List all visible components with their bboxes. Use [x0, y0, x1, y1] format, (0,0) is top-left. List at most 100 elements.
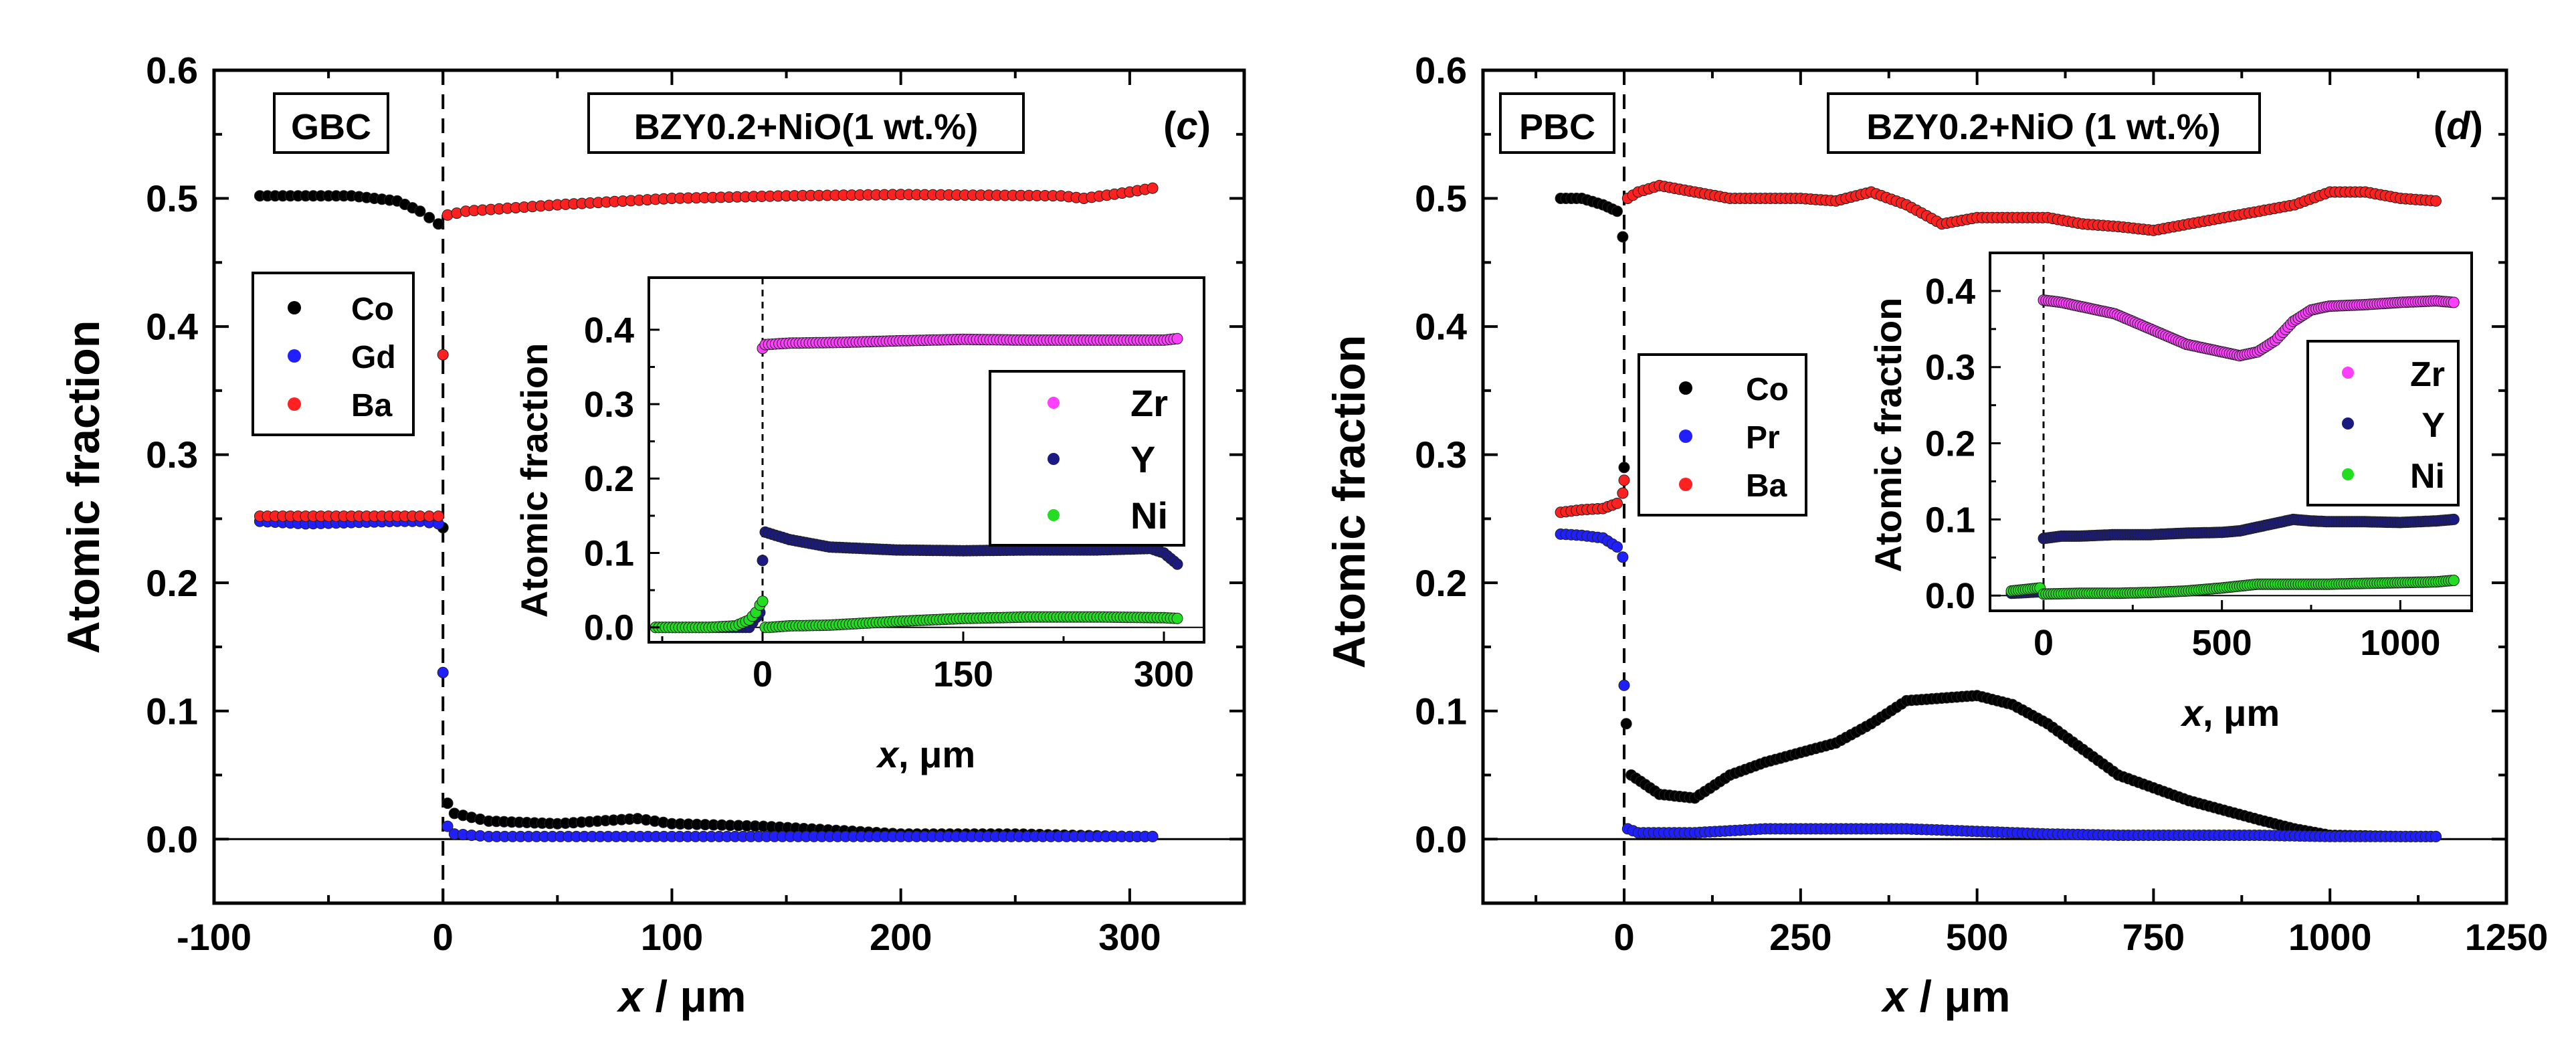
panel-c-legend-label-co: Co [351, 292, 394, 327]
panel-c-inset-y-tick-label: 0.2 [584, 459, 634, 499]
panel-c-inset-legend-label-y: Y [1130, 438, 1155, 480]
panel-c-main-axes: -100 0 100 200 300 0.0 0.1 0.2 0.3 0.4 0.5 0.6 [146, 50, 1244, 958]
panel-d-inset-series-zr-point-161 [2448, 296, 2460, 308]
panel-d-inset-frame [1989, 252, 2473, 612]
panel-c-y-axis-label: Atomic fraction [58, 320, 109, 654]
panel-d-y-tick-label: 0.4 [1415, 306, 1467, 348]
panel-c-x-axis-unit: / μm [643, 971, 746, 1021]
panel-d-legend-marker-ba [1679, 478, 1692, 491]
panel-d-series-co-point-13 [1618, 462, 1630, 474]
panel-d-series-co-point-12 [1617, 231, 1629, 243]
panel-d-legend-label-ba: Ba [1746, 468, 1787, 504]
panel-d-main-axes: 0 250 500 750 1000 1250 0.0 0.1 0.2 0.3 0.4 0.5 0.6 [1415, 50, 2548, 958]
panel-c-x-tick-label: 0 [433, 916, 454, 958]
panel-d-y-tick-label: 0.5 [1415, 177, 1467, 219]
panel-c-y-tick-label: 0.0 [146, 818, 198, 860]
panel-c-inset-legend-label-zr: Zr [1130, 382, 1168, 424]
panel-c-inset-legend-marker-ni [1048, 509, 1060, 521]
panel-c-inset-y-tick-label: 0.3 [584, 385, 634, 425]
panel-c-series-co-point-25 [441, 797, 454, 810]
panel-c-inset-series-ni-point-32 [757, 595, 769, 607]
panel-c-inset-y-tick-label: 0.4 [584, 310, 634, 351]
panel-c-legend-marker-ba [288, 397, 301, 411]
panel-d-inset-legend-label-y: Y [2421, 406, 2445, 445]
panel-d-inset-x-axis-var: x [2180, 692, 2205, 734]
panel-c-series-gd-point-25 [441, 820, 454, 832]
panel-c-series-ba-point-24 [437, 349, 449, 361]
panel-d-label-letter: d [2446, 104, 2471, 148]
panel-d-left-region-box [1499, 92, 1615, 154]
panel-d-inset-legend-marker-ni [2342, 468, 2354, 480]
panel-d-series-co-point-14 [1620, 718, 1632, 730]
panel-c-series-ba-point-112 [1147, 182, 1159, 194]
panel-d-legend-marker-co [1679, 381, 1692, 395]
panel-c-series-gd-point-114 [1147, 830, 1159, 842]
panel-c-legend-box [252, 272, 415, 436]
panel-d-inset-series-ni-point-174 [2448, 575, 2460, 586]
panel-d-plot-frame [1481, 68, 2508, 905]
panel-d-inset-y-tick-label: 0.0 [1925, 576, 1975, 616]
panel-c-inset-y-axis-label: Atomic fraction [513, 343, 555, 618]
panel-c-inset: 0 150 300 0.0 0.1 0.2 0.3 0.4 Atomic fraction x… [513, 276, 1205, 775]
panel-d-series-ba-point-11 [1611, 497, 1623, 509]
panel-c-inset-data [649, 278, 1204, 642]
panel-c-inset-series-zr-point-124 [1171, 332, 1183, 345]
panel-d-right-region-box [1827, 92, 2261, 154]
panel-d-legend-box [1638, 353, 1807, 516]
panel-d-inset-legend-label-ni: Ni [2410, 457, 2445, 496]
panel-d-x-axis-var: x [1881, 971, 1909, 1021]
panel-c-y-tick-label: 0.1 [146, 690, 198, 732]
panel-c-inset-legend-label-ni: Ni [1130, 494, 1168, 537]
panel-d-series-ba-point-13 [1618, 474, 1630, 486]
panel-c-inset-legend-box [989, 370, 1185, 547]
panel-c-label: (c) [1163, 104, 1211, 148]
panel-c-inset-series-ni-point-156 [1171, 612, 1183, 624]
panel-c-legend-marker-gd [288, 349, 301, 363]
panel-c-inset-legend-marker-y [1048, 453, 1060, 465]
panel-c-inset-frame [648, 276, 1205, 644]
panel-d-legend-label-co: Co [1746, 372, 1789, 407]
panel-c-inset-y-tick-label: 0.1 [584, 533, 634, 573]
panel-d-inset-x-axis-unit: , μm [2203, 692, 2280, 734]
panel-d-label: (d) [2434, 104, 2483, 148]
panel-c-series-co-point-22 [423, 211, 435, 223]
panel-c-left-region-label: GBC [291, 107, 371, 147]
panel-c-legend-marker-co [288, 301, 301, 314]
panel-d-inset-axes: 0 500 1000 0.0 0.1 0.2 0.3 0.4 [1925, 272, 2440, 663]
panel-c-inset-series-y-point-32 [757, 555, 769, 567]
panel-d-inset-x-tick-label: 0 [2034, 623, 2054, 663]
panel-c-inset-x-axis-var: x [876, 733, 900, 775]
panel-d-y-tick-label: 0.1 [1415, 690, 1467, 732]
panel-c-inset-x-tick-label: 0 [753, 654, 773, 694]
panel-d-inset-legend-marker-y [2342, 417, 2354, 430]
panel-c-y-tick-label: 0.3 [146, 434, 198, 476]
panel-d-y-axis-label: Atomic fraction [1324, 335, 1375, 669]
panel-c-y-tick-label: 0.4 [146, 306, 198, 348]
panel-d-series-ba-point-12 [1617, 487, 1629, 499]
panel-c-inset-x-axis-unit: , μm [898, 733, 975, 775]
panel-c-inset-x-tick-label: 300 [1134, 654, 1194, 694]
panel-c-right-region-label: BZY0.2+NiO(1 wt.%) [634, 107, 979, 147]
panel-d-y-tick-label: 0.3 [1415, 434, 1467, 476]
panel-c-series-ba-point-23 [432, 510, 444, 522]
panel-c-inset-legend-marker-zr [1048, 397, 1060, 409]
panel-c-x-tick-label: 200 [870, 916, 932, 958]
panel-d-series-pr-point-13 [1618, 679, 1630, 691]
panel-d-x-axis-label: x / μm [1881, 971, 2011, 1021]
panel-c-main-data [214, 70, 1244, 903]
panel-c-right-region-box [587, 92, 1025, 154]
panel-d-inset-y-tick-label: 0.1 [1925, 500, 1975, 540]
panel-c-inset-y-tick-label: 0.0 [584, 608, 634, 648]
panel-d-inset-y-tick-label: 0.3 [1925, 348, 1975, 388]
panel-d-series-ba-point-174 [2430, 195, 2442, 207]
panel-c-series-gd-point-24 [437, 666, 449, 678]
panel-d-x-tick-label: 250 [1769, 916, 1831, 958]
panel-d-inset-legend-label-zr: Zr [2410, 355, 2445, 394]
panel-d-legend-marker-pr [1679, 430, 1692, 443]
panel-d-x-axis-unit: / μm [1907, 971, 2010, 1021]
panel-c-y-tick-label: 0.5 [146, 177, 198, 219]
panel-d-inset-legend: Zr Y Ni [2306, 340, 2460, 506]
panel-c-legend: Co Gd Ba [252, 272, 415, 436]
panel-d-inset-legend-box [2306, 340, 2460, 506]
